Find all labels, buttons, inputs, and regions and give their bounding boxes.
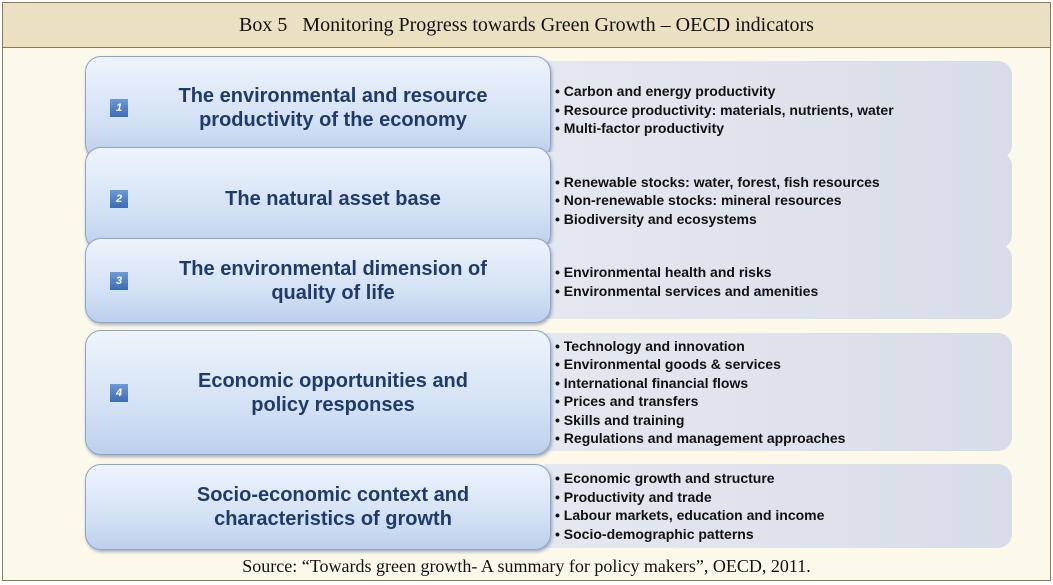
indicator-list: Carbon and energy productivityResource p…: [535, 61, 1012, 159]
indicator: Resource productivity: materials, nutrie…: [555, 101, 1012, 120]
label-line: productivity of the economy: [199, 109, 467, 131]
source: Source: “Towards green growth- A summary…: [242, 556, 811, 576]
label-line: The environmental and resource: [178, 85, 488, 107]
category-box: 1 The environmental and resource productiv…: [85, 56, 551, 160]
indicator: Environmental services and amenities: [555, 282, 1012, 301]
category-label: Economic opportunities and policy respons…: [86, 369, 550, 417]
indicator: Carbon and energy productivity: [555, 82, 1012, 101]
category-number: 4: [110, 383, 128, 402]
category-label: Socio-economic context and characteristic…: [86, 483, 550, 531]
category-number: 2: [110, 189, 128, 208]
label-line: characteristics of growth: [214, 508, 452, 530]
label-line: The environmental dimension of: [179, 257, 487, 280]
label-line: Economic opportunities and: [197, 369, 468, 392]
indicator-list: Economic growth and structureProductivit…: [535, 464, 1012, 548]
label-line: Socio-economic context and: [196, 484, 470, 506]
indicator: Labour markets, education and income: [555, 506, 1012, 525]
category-box: 2 The natural asset base: [85, 147, 551, 250]
category-number: 3: [110, 271, 128, 290]
category-number: 1: [110, 99, 128, 117]
category-box: Socio-economic context and characteristic…: [85, 464, 551, 550]
indicator: International financial flows: [555, 374, 1012, 393]
category-label: The environmental dimension of quality of…: [86, 257, 550, 305]
indicator: Skills and training: [555, 411, 1012, 430]
indicator: Multi-factor productivity: [555, 119, 1012, 138]
indicator: Regulations and management approaches: [555, 429, 1012, 448]
indicator: Biodiversity and ecosystems: [555, 210, 1012, 229]
indicator-list: Technology and innovationEnvironmental g…: [535, 333, 1012, 451]
indicator: Non-renewable stocks: mineral resources: [555, 191, 1012, 210]
indicator: Environmental goods & services: [555, 355, 1012, 374]
category-label: The environmental and resource productivi…: [86, 84, 550, 132]
indicator: Renewable stocks: water, forest, fish re…: [555, 173, 1012, 192]
indicator-list: Renewable stocks: water, forest, fish re…: [535, 152, 1012, 249]
indicator: Economic growth and structure: [555, 469, 1012, 488]
box-title: Box 5 Monitoring Progress towards Green …: [3, 3, 1050, 48]
category-box: 3 The environmental dimension of quality o…: [85, 238, 551, 323]
indicator: Socio-demographic patterns: [555, 525, 1012, 544]
category-box: 4 Economic opportunities and policy respon…: [85, 330, 551, 455]
category-label: The natural asset base: [86, 187, 550, 211]
indicator: Environmental health and risks: [555, 263, 1012, 282]
indicator-list: Environmental health and risksEnvironmen…: [535, 244, 1012, 319]
indicator: Prices and transfers: [555, 392, 1012, 411]
indicator: Technology and innovation: [555, 337, 1012, 356]
label-line: policy responses: [251, 393, 415, 416]
indicator: Productivity and trade: [555, 488, 1012, 507]
label-line: The natural asset base: [225, 187, 441, 210]
label-line: quality of life: [271, 281, 395, 304]
